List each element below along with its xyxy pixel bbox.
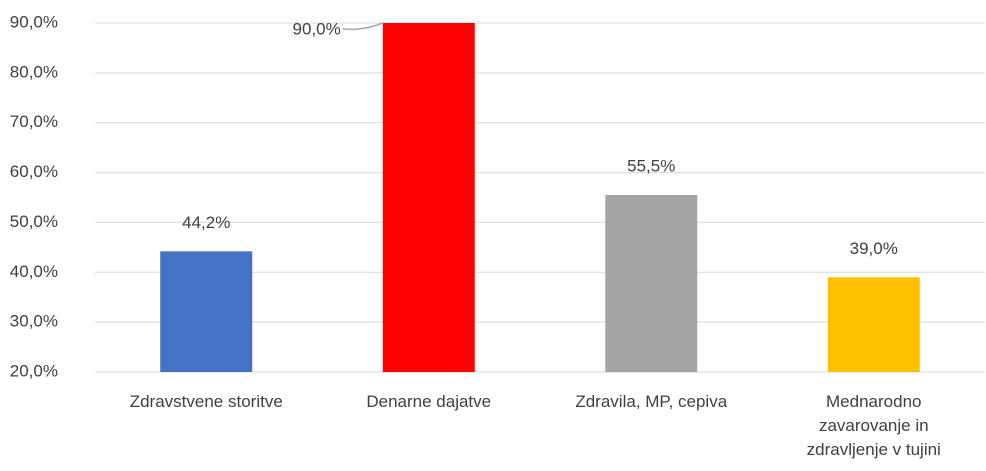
bar — [605, 195, 698, 372]
y-tick-label: 70,0% — [10, 112, 58, 131]
x-tick-label: Denarne dajatve — [366, 392, 492, 411]
bar — [382, 23, 475, 372]
leader-line — [342, 22, 384, 31]
value-label: 90,0% — [293, 19, 341, 38]
value-label: 55,5% — [627, 156, 675, 175]
x-tick-label: Zdravstvene storitve — [129, 392, 283, 411]
value-label: 44,2% — [182, 213, 230, 232]
y-tick-label: 90,0% — [10, 12, 58, 31]
x-tick-label: Mednarodno zavarovanje in zdravljenje v … — [806, 392, 941, 459]
y-tick-label: 80,0% — [10, 62, 58, 81]
bar — [160, 251, 253, 372]
y-tick-label: 20,0% — [10, 361, 58, 380]
x-tick-label: Zdravila, MP, cepiva — [575, 392, 728, 411]
y-tick-label: 40,0% — [10, 262, 58, 281]
y-tick-label: 30,0% — [10, 312, 58, 331]
bar — [827, 277, 920, 372]
value-label: 39,0% — [850, 239, 898, 258]
y-tick-label: 50,0% — [10, 212, 58, 231]
y-tick-label: 60,0% — [10, 162, 58, 181]
